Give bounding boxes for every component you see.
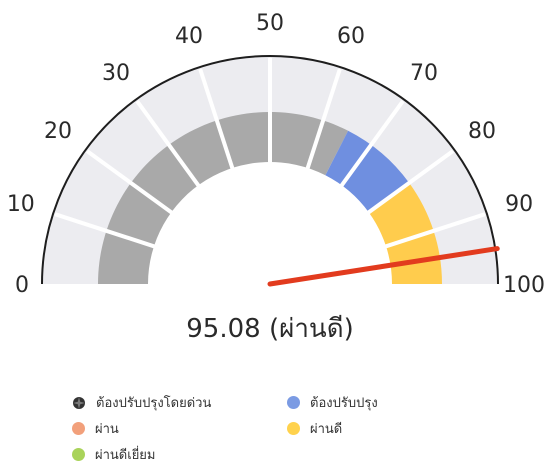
gauge-tick-labels: 0 10 20 30 40 50 60 70 80 90 100 [7, 11, 545, 298]
legend-item-improve: ต้องปรับปรุง [287, 392, 378, 413]
legend-swatch [287, 422, 300, 435]
gauge-band-0 [98, 112, 349, 284]
gauge-needle [267, 246, 500, 287]
gauge-divider-8 [365, 149, 455, 216]
legend-label: ผ่านดี [310, 422, 343, 437]
tick-label-50: 50 [256, 11, 284, 36]
legend-label: ต้องปรับปรุงโดยด่วน [96, 396, 212, 411]
gauge-track [42, 56, 498, 284]
gauge-value-label: 95.08 (ผ่านดี) [186, 314, 353, 344]
tick-label-80: 80 [468, 119, 496, 144]
tick-label-40: 40 [175, 24, 203, 49]
gauge-band-1 [325, 130, 410, 213]
legend-item-good: ผ่านดี [287, 418, 342, 439]
gauge-dividers [54, 58, 486, 249]
sun-icon [72, 396, 86, 410]
gauge-divider-3 [135, 99, 202, 189]
legend-swatch [72, 448, 85, 461]
gauge-outer-arc [41, 55, 499, 285]
legend-item-pass: ผ่าน [72, 418, 119, 439]
tick-label-30: 30 [102, 61, 130, 86]
legend-label: ผ่าน [95, 422, 119, 437]
tick-label-70: 70 [410, 61, 438, 86]
tick-label-90: 90 [505, 192, 533, 217]
tick-label-100: 100 [503, 273, 545, 298]
gauge-chart: 0 10 20 30 40 50 60 70 80 90 100 95.08 (ผ่านดี) [7, 11, 545, 344]
tick-label-0: 0 [15, 273, 29, 298]
legend-swatch [72, 422, 85, 435]
gauge-divider-2 [85, 149, 175, 216]
legend-label: ผ่านดีเยี่ยม [95, 448, 156, 463]
legend-item-urgent: ต้องปรับปรุงโดยด่วน [72, 392, 211, 413]
tick-label-60: 60 [337, 24, 365, 49]
gauge-track-arc [42, 56, 498, 284]
gauge-divider-7 [338, 99, 405, 189]
legend-item-excellent: ผ่านดีเยี่ยม [72, 444, 156, 465]
gauge-divider-9 [383, 212, 486, 249]
gauge-divider-1 [54, 212, 157, 249]
legend-swatch [287, 396, 300, 409]
tick-label-10: 10 [7, 192, 35, 217]
gauge-divider-4 [198, 68, 235, 171]
legend-label: ต้องปรับปรุง [310, 396, 378, 411]
tick-label-20: 20 [44, 119, 72, 144]
gauge-divider-6 [305, 68, 342, 171]
